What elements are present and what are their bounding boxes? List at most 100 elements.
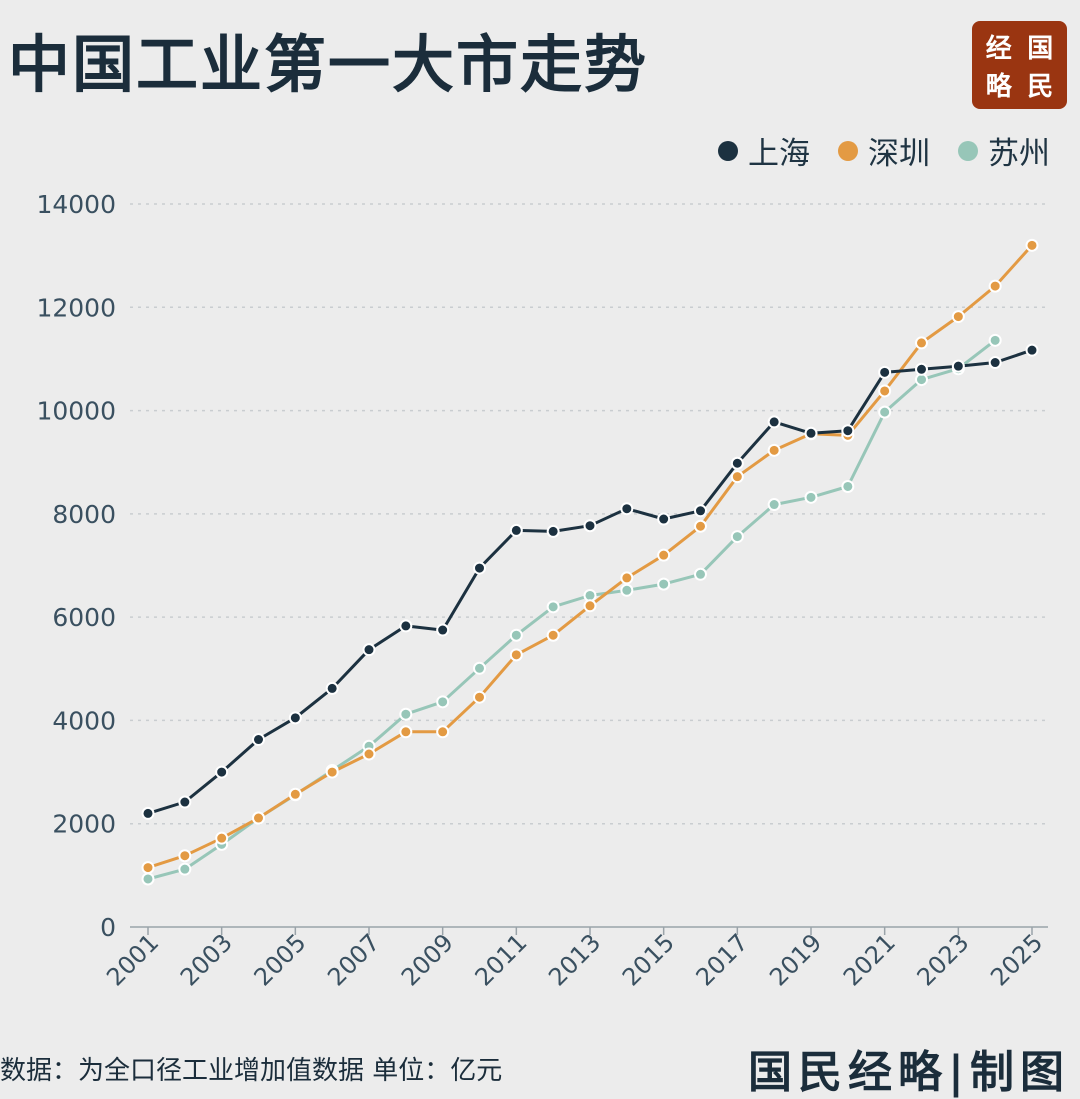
legend-item-suzhou: 苏州 (958, 128, 1050, 173)
data-point-series-0 (141, 806, 155, 820)
data-point-series-1 (509, 648, 523, 662)
data-point-series-2 (178, 862, 192, 876)
data-point-series-0 (362, 643, 376, 657)
data-point-series-2 (473, 661, 486, 675)
data-point-series-2 (546, 600, 560, 614)
data-point-series-2 (730, 530, 744, 544)
data-point-series-2 (767, 498, 781, 512)
data-point-series-0 (620, 502, 634, 516)
data-point-series-2 (509, 628, 523, 642)
data-point-series-0 (546, 524, 560, 538)
x-tick-label: 2005 (249, 928, 312, 991)
y-tick-label: 0 (100, 913, 116, 942)
data-point-series-1 (436, 725, 450, 739)
data-point-series-0 (767, 415, 781, 429)
data-point-series-1 (767, 443, 781, 457)
data-point-series-1 (620, 571, 634, 585)
data-point-series-0 (1025, 343, 1039, 357)
x-tick-label: 2025 (985, 928, 1048, 991)
data-point-series-0 (436, 623, 450, 637)
data-point-series-0 (509, 523, 523, 537)
data-point-series-0 (325, 681, 339, 695)
data-point-series-2 (841, 479, 855, 493)
data-point-series-1 (583, 599, 597, 613)
y-tick-label: 12000 (36, 293, 116, 322)
data-point-series-1 (1025, 238, 1039, 252)
brand-logo: 经 国 略 民 (972, 21, 1067, 109)
data-point-series-1 (915, 336, 928, 350)
data-point-series-0 (657, 512, 671, 526)
page-title: 中国工业第一大市走势 (8, 28, 649, 101)
data-point-series-0 (694, 504, 707, 518)
data-point-series-0 (399, 619, 413, 633)
brand-char: 经 (985, 33, 1012, 64)
legend-dot-shenzhen (838, 140, 858, 161)
data-point-series-0 (730, 456, 744, 470)
data-point-series-2 (804, 490, 818, 504)
series-line-2 (146, 338, 997, 881)
data-point-series-2 (988, 333, 1002, 347)
data-point-series-0 (288, 711, 302, 725)
y-tick-label: 4000 (52, 706, 116, 735)
legend-label-shenzhen: 深圳 (868, 136, 930, 172)
data-point-series-1 (694, 519, 707, 533)
data-point-series-2 (878, 405, 892, 419)
data-point-series-1 (730, 470, 744, 484)
data-point-series-0 (473, 561, 486, 575)
data-point-series-1 (325, 765, 339, 779)
data-point-series-2 (399, 707, 413, 721)
x-tick-label: 2015 (617, 928, 680, 991)
legend-item-shanghai: 上海 (718, 128, 810, 173)
legend-label-suzhou: 苏州 (988, 136, 1050, 172)
data-point-series-2 (141, 872, 155, 886)
legend-dot-shanghai (718, 140, 738, 161)
legend-label-shanghai: 上海 (748, 136, 810, 172)
series-line-0 (146, 348, 1034, 815)
data-point-series-0 (178, 795, 192, 809)
x-tick-label: 2021 (838, 928, 901, 991)
y-tick-label: 6000 (52, 603, 116, 632)
data-point-series-0 (988, 356, 1002, 370)
brand-char: 民 (1027, 71, 1054, 102)
source-note: 数据：为全口径工业增加值数据 单位：亿元 (0, 1056, 503, 1086)
data-point-series-1 (988, 279, 1002, 293)
brand-char: 国 (1027, 33, 1054, 64)
data-point-series-1 (252, 811, 265, 825)
data-point-series-1 (878, 384, 892, 398)
x-tick-label: 2003 (175, 928, 238, 991)
data-point-series-1 (951, 310, 965, 324)
data-point-series-1 (288, 787, 302, 801)
data-point-series-2 (436, 695, 450, 709)
x-tick-label: 2019 (764, 928, 827, 991)
legend-dot-suzhou (958, 140, 978, 161)
data-point-series-1 (473, 690, 486, 704)
data-point-series-2 (657, 577, 671, 591)
x-tick-label: 2017 (691, 928, 754, 991)
data-point-series-2 (620, 583, 634, 597)
x-tick-label: 2007 (322, 928, 385, 991)
x-tick-label: 2013 (543, 928, 606, 991)
legend-item-shenzhen: 深圳 (838, 128, 930, 173)
brand-char: 略 (985, 71, 1012, 102)
data-point-series-0 (878, 365, 892, 379)
data-point-series-0 (583, 519, 597, 533)
footer-brand: 国民经略|制图 (747, 1047, 1070, 1098)
data-point-series-1 (657, 548, 671, 562)
data-point-series-0 (804, 426, 818, 440)
data-point-series-0 (215, 765, 229, 779)
data-point-series-0 (841, 424, 855, 438)
data-point-series-0 (252, 733, 265, 747)
data-point-series-0 (915, 362, 928, 376)
chart-legend: 上海 深圳 苏州 (718, 128, 1050, 173)
data-point-series-2 (694, 567, 707, 581)
data-point-series-1 (546, 628, 560, 642)
data-point-series-1 (178, 849, 192, 863)
y-tick-label: 8000 (52, 500, 116, 529)
x-tick-label: 2011 (470, 928, 533, 991)
data-point-series-0 (951, 359, 965, 373)
data-point-series-1 (141, 861, 155, 875)
data-point-series-1 (362, 747, 376, 761)
x-tick-label: 2023 (912, 928, 975, 991)
